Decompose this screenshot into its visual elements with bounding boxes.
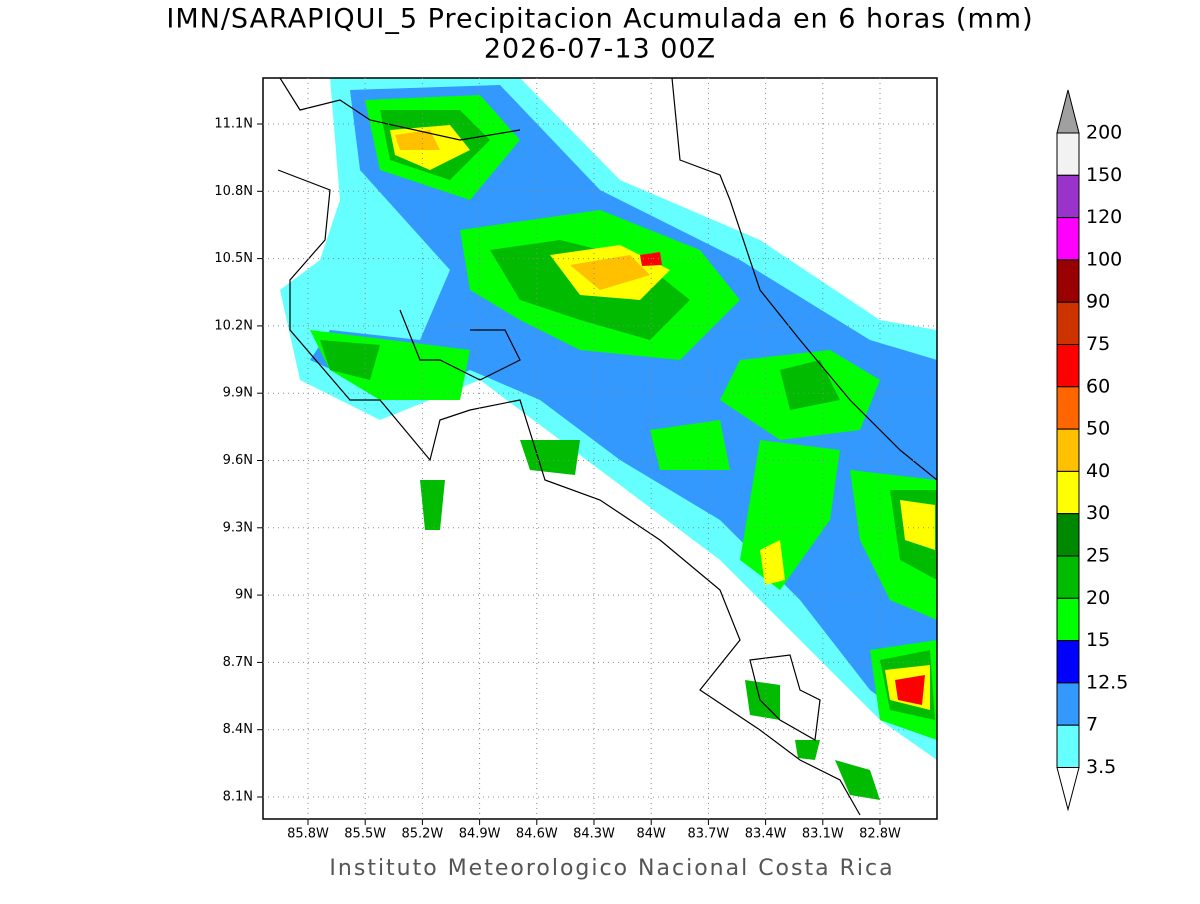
lat-label: 10.8N (214, 184, 253, 199)
map-frame (262, 77, 938, 820)
colorbar-label: 150 (1086, 164, 1122, 186)
lon-label: 84.3W (573, 827, 615, 842)
colorbar-label: 20 (1086, 587, 1110, 609)
colorbar-box (1056, 301, 1080, 346)
lat-label: 10.2N (214, 318, 253, 333)
colorbar-label: 3.5 (1086, 756, 1116, 778)
colorbar-label: 75 (1086, 333, 1110, 355)
colorbar-label: 200 (1086, 122, 1122, 144)
lon-label: 84.6W (516, 827, 558, 842)
colorbar-label: 50 (1086, 418, 1110, 440)
colorbar-box (1056, 386, 1080, 430)
colorbar-under (1056, 767, 1080, 812)
colorbar-box (1056, 597, 1080, 642)
colorbar-box (1056, 428, 1080, 472)
lon-label: 83.1W (802, 827, 844, 842)
lat-label: 9.6N (223, 453, 253, 468)
lon-label: 84W (636, 827, 666, 842)
colorbar-box (1056, 132, 1080, 176)
colorbar-box (1056, 344, 1080, 388)
lat-label: 8.7N (223, 655, 253, 670)
lon-label: 83.7W (687, 827, 729, 842)
coastline (277, 78, 937, 816)
colorbar-label: 30 (1086, 502, 1110, 524)
colorbar-box (1056, 259, 1080, 303)
lat-label: 9.9N (223, 386, 253, 401)
lon-label: 85.2W (401, 827, 443, 842)
colorbar-label: 40 (1086, 460, 1110, 482)
lon-label: 85.5W (344, 827, 386, 842)
colorbar-label: 15 (1086, 629, 1110, 651)
colorbar-box (1056, 555, 1080, 599)
colorbar-label: 12.5 (1086, 671, 1128, 693)
lat-label: 8.1N (223, 790, 253, 805)
subtitle: 2026-07-13 00Z (484, 34, 716, 65)
lat-label: 11.1N (214, 117, 253, 132)
lon-label: 83.4W (745, 827, 787, 842)
colorbar-label: 7 (1086, 714, 1098, 736)
colorbar-box (1056, 470, 1080, 515)
lat-label: 10.5N (214, 251, 253, 266)
precip-field (277, 78, 937, 816)
colorbar-label: 25 (1086, 545, 1110, 567)
lat-label: 9N (235, 588, 253, 603)
lon-label: 85.8W (287, 827, 329, 842)
colorbar-over (1056, 89, 1080, 134)
colorbar-label: 120 (1086, 206, 1122, 228)
colorbar-label: 60 (1086, 375, 1110, 397)
colorbar-box (1056, 640, 1080, 684)
colorbar-box (1056, 174, 1080, 219)
lon-label: 84.9W (459, 827, 501, 842)
colorbar-box (1056, 724, 1080, 769)
lat-label: 8.4N (223, 722, 253, 737)
colorbar-label: 100 (1086, 248, 1122, 270)
colorbar-box (1056, 217, 1080, 261)
colorbar-label: 90 (1086, 291, 1110, 313)
colorbar-box (1056, 682, 1080, 726)
lat-label: 9.3N (223, 520, 253, 535)
footer: Instituto Meteorologico Nacional Costa R… (329, 856, 894, 881)
title: IMN/SARAPIQUI_5 Precipitacion Acumulada … (166, 4, 1033, 35)
lon-label: 82.8W (859, 827, 901, 842)
colorbar-box (1056, 513, 1080, 557)
